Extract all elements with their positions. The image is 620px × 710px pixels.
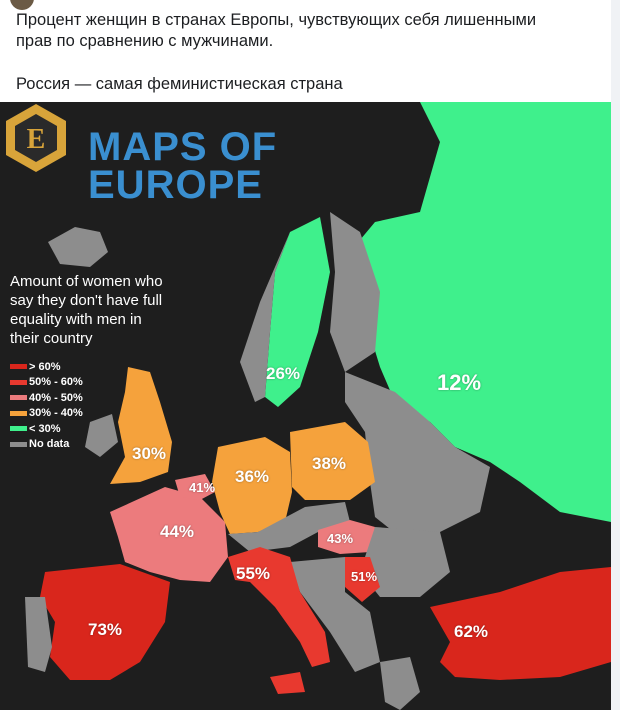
finland-shape [330, 212, 380, 372]
russia-shape [350, 102, 611, 522]
legend-swatch [10, 410, 27, 416]
sicily-shape [270, 672, 305, 694]
portugal-shape [25, 597, 52, 672]
france-percent: 44% [160, 522, 195, 541]
legend-title-line-3: equality with men in [10, 311, 142, 328]
poland-percent: 38% [312, 454, 347, 473]
spain-shape [40, 564, 170, 680]
legend-item: > 60% [10, 359, 83, 375]
italy-percent: 55% [236, 564, 271, 583]
avatar[interactable] [10, 0, 34, 10]
legend-title: Amount of women who say they don't have … [10, 272, 210, 348]
norway-shape [240, 232, 290, 402]
legend: > 60% 50% - 60% 40% - 50% 30% - 40% < 30… [10, 359, 83, 452]
legend-label: 30% - 40% [29, 407, 83, 420]
legend-swatch [10, 379, 27, 385]
germany-shape [212, 437, 292, 534]
legend-swatch [10, 364, 27, 370]
legend-swatch [10, 395, 27, 401]
eastern-europe-shape [345, 372, 490, 537]
iceland-shape [48, 227, 108, 267]
germany-percent: 36% [235, 467, 270, 486]
uk-percent: 30% [132, 444, 167, 463]
legend-title-line-4: their country [10, 330, 93, 347]
uk-shape [110, 367, 172, 484]
post-header: Процент женщин в странах Европы, чувству… [0, 0, 620, 102]
legend-item: No data [10, 437, 83, 453]
legend-item: 40% - 50% [10, 390, 83, 406]
balkans-shape [290, 557, 380, 672]
russia-percent: 12% [437, 370, 482, 395]
serbia-percent: 51% [351, 569, 378, 584]
legend-swatch [10, 426, 27, 432]
legend-label: 50% - 60% [29, 376, 83, 389]
europe-map-image[interactable]: E MAPS OF EUROPE Amount of women who say… [0, 102, 611, 710]
belgium-percent: 41% [189, 480, 216, 495]
legend-label: No data [29, 438, 70, 451]
southeast-europe-shape [360, 527, 450, 597]
legend-title-line-1: Amount of women who [10, 273, 163, 290]
serbia-shape [345, 557, 380, 602]
legend-label: 40% - 50% [29, 391, 83, 404]
spain-percent: 73% [88, 620, 123, 639]
post-line-3: Россия — самая феминистическая страна [16, 75, 343, 93]
logo-letter: E [27, 124, 46, 155]
italy-shape [228, 547, 330, 667]
scroll-edge [611, 0, 620, 710]
legend-label: > 60% [29, 360, 61, 373]
turkey-shape [430, 567, 611, 680]
post-line-1: Процент женщин в странах Европы, чувству… [16, 11, 537, 29]
legend-item: 30% - 40% [10, 406, 83, 422]
ireland-shape [85, 414, 118, 457]
legend-swatch [10, 441, 27, 447]
sweden-shape [265, 217, 330, 407]
legend-label: < 30% [29, 422, 61, 435]
logo-line-1: MAPS OF [88, 125, 278, 169]
sweden-percent: 26% [266, 364, 301, 383]
post-line-2: прав по сравнению с мужчинами. [16, 32, 274, 50]
france-shape [110, 487, 228, 582]
belgium-shape [175, 474, 215, 500]
map-shapes [25, 102, 611, 710]
hungary-shape [318, 520, 375, 554]
turkey-percent: 62% [454, 622, 489, 641]
logo-line-2: EUROPE [88, 163, 263, 207]
legend-item: 50% - 60% [10, 375, 83, 391]
central-europe-shape [228, 502, 350, 552]
legend-title-line-2: say they don't have full [10, 292, 163, 309]
post-text: Процент женщин в странах Европы, чувству… [16, 10, 606, 95]
hungary-percent: 43% [327, 531, 354, 546]
maps-of-europe-logo-icon: E [6, 104, 66, 172]
greece-shape [380, 657, 420, 710]
poland-shape [290, 422, 375, 500]
legend-item: < 30% [10, 421, 83, 437]
logo-text: MAPS OF EUROPE [88, 125, 278, 207]
